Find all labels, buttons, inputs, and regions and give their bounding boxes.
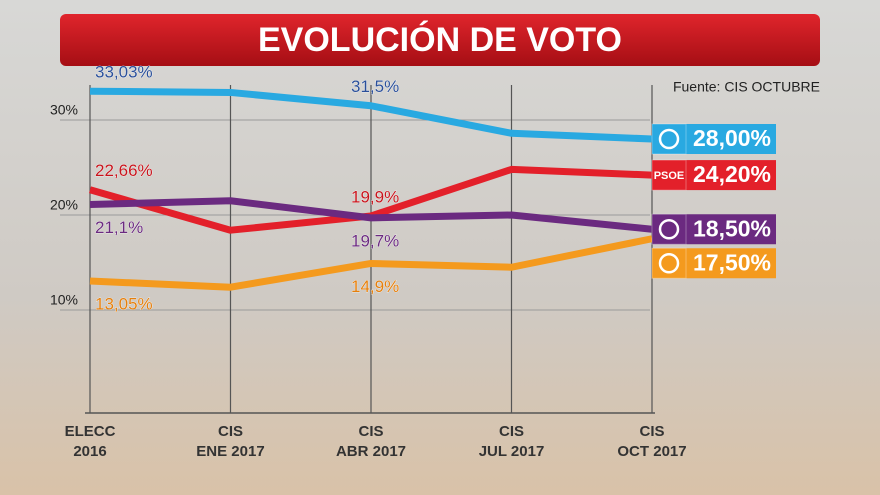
data-label: 19,9% <box>351 187 399 206</box>
source: Fuente: CIS OCTUBRE <box>673 79 820 95</box>
x-tick-label: 2016 <box>73 443 106 460</box>
data-label: 14,9% <box>351 277 399 296</box>
x-tick-label: ENE 2017 <box>196 443 264 460</box>
data-label: 31,5% <box>351 77 399 96</box>
y-tick-label: 10% <box>50 292 78 308</box>
x-tick-label: CIS <box>639 423 664 440</box>
title-banner <box>60 14 820 66</box>
y-tick-label: 30% <box>50 102 78 118</box>
badge-icon-bg <box>651 159 687 191</box>
end-value-label: 24,20% <box>693 161 771 187</box>
y-tick-label: 20% <box>50 197 78 213</box>
badge-text: PSOE <box>654 170 685 182</box>
badge-icon <box>658 253 680 274</box>
badge-icon-bg <box>651 123 687 155</box>
series-line <box>89 197 653 233</box>
x-tick-label: OCT 2017 <box>617 443 686 460</box>
badge-icon <box>658 128 680 150</box>
x-tick-label: CIS <box>218 423 243 440</box>
data-label: 13,05% <box>95 295 153 314</box>
x-tick-label: CIS <box>499 423 524 440</box>
data-label: 19,7% <box>351 231 399 250</box>
x-tick-label: JUL 2017 <box>479 443 545 460</box>
data-label: 21,1% <box>95 218 143 237</box>
data-label: 33,03% <box>95 63 153 82</box>
badge-icon-bg <box>651 213 687 245</box>
x-tick-label: ABR 2017 <box>336 443 406 460</box>
end-value-label: 18,50% <box>693 215 771 241</box>
series-line <box>89 235 653 291</box>
badge-icon-bg <box>651 247 687 279</box>
chart-title: EVOLUCIÓN DE VOTO <box>258 21 622 59</box>
data-label: 22,66% <box>95 161 153 180</box>
x-tick-label: ELECC <box>65 423 116 440</box>
series-line <box>89 87 653 143</box>
x-tick-label: CIS <box>358 423 383 440</box>
end-value-label: 28,00% <box>693 125 771 151</box>
end-value-label: 17,50% <box>693 249 771 275</box>
badge-icon <box>658 219 680 240</box>
